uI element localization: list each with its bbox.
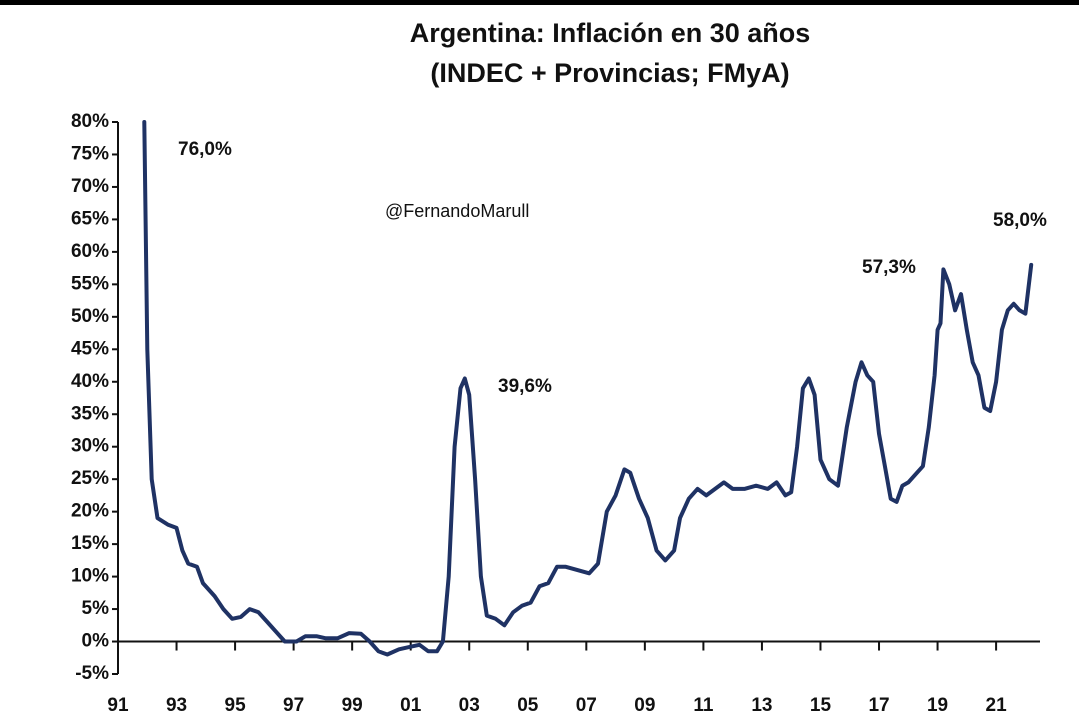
chart-subtitle: (INDEC + Provincias; FMyA): [430, 58, 789, 88]
y-tick-label: 0%: [82, 631, 110, 652]
annotation: 57,3%: [862, 257, 916, 278]
y-tick-label: 25%: [71, 468, 109, 489]
annotation: 39,6%: [498, 376, 552, 397]
x-tick-label: 91: [107, 695, 129, 716]
y-tick-label: 75%: [71, 143, 109, 164]
y-tick-label: 70%: [71, 176, 109, 197]
y-tick-label: 50%: [71, 306, 109, 327]
chart-title: Argentina: Inflación en 30 años: [410, 18, 811, 48]
x-tick-label: 17: [868, 695, 889, 716]
y-tick-label: 15%: [71, 533, 109, 554]
annotation: @FernandoMarull: [385, 201, 529, 221]
x-tick-label: 13: [751, 695, 772, 716]
y-tick-label: 20%: [71, 501, 109, 522]
y-tick-label: 35%: [71, 403, 109, 424]
annotation: 58,0%: [993, 210, 1047, 231]
x-tick-label: 97: [283, 695, 304, 716]
y-tick-label: 65%: [71, 208, 109, 229]
x-tick-label: 03: [459, 695, 480, 716]
x-tick-label: 95: [225, 695, 247, 716]
y-tick-label: 60%: [71, 241, 109, 262]
y-tick-label: 80%: [71, 111, 109, 132]
y-tick-label: 10%: [71, 566, 109, 587]
x-tick-label: 99: [342, 695, 363, 716]
y-tick-label: 55%: [71, 273, 109, 294]
y-tick-label: 40%: [71, 371, 109, 392]
x-tick-label: 93: [166, 695, 187, 716]
top-bar: [0, 0, 1079, 5]
annotation: 76,0%: [178, 139, 232, 160]
x-tick-label: 11: [693, 695, 714, 716]
x-tick-label: 19: [927, 695, 948, 716]
x-tick-label: 07: [576, 695, 597, 716]
x-tick-label: 05: [517, 695, 539, 716]
y-tick-label: 45%: [71, 338, 109, 359]
x-tick-label: 01: [400, 695, 422, 716]
line-series: [142, 120, 1034, 657]
y-tick-label: -5%: [75, 663, 109, 684]
x-tick-label: 21: [986, 695, 1008, 716]
x-tick-label: 15: [810, 695, 832, 716]
y-tick-label: 5%: [82, 598, 110, 619]
x-tick-label: 09: [634, 695, 655, 716]
y-tick-label: 30%: [71, 436, 109, 457]
